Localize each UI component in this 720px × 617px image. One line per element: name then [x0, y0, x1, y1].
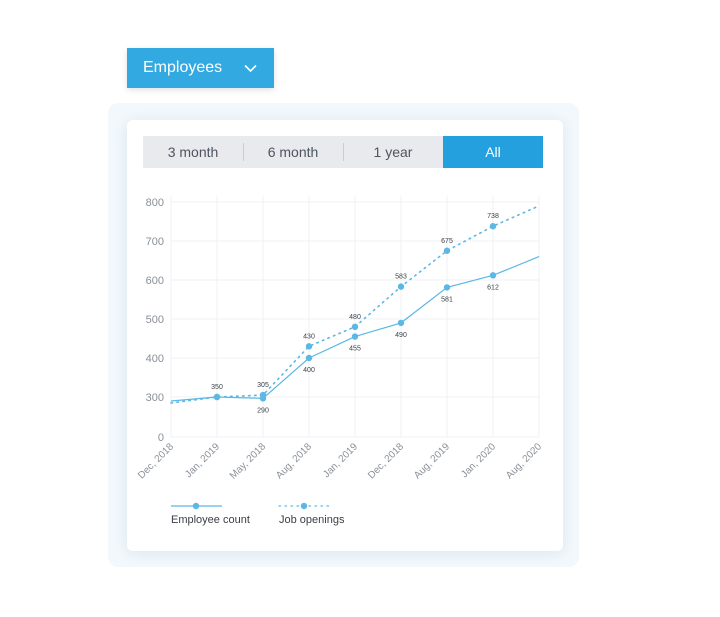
tab-all[interactable]: All: [443, 136, 543, 168]
dropdown-label: Employees: [143, 59, 223, 76]
tab-label: All: [485, 144, 501, 160]
data-point: [259, 391, 267, 399]
time-range-tabs: 3 month 6 month 1 year All: [143, 136, 543, 168]
tab-1-year[interactable]: 1 year: [343, 136, 443, 168]
data-label: 738: [487, 213, 499, 220]
legend-label: Employee count: [171, 514, 250, 526]
y-tick-label: 400: [146, 353, 164, 365]
chevron-down-icon: [244, 64, 257, 73]
data-label: 455: [349, 346, 361, 353]
y-tick-label: 300: [146, 392, 164, 404]
x-tick-label: Dec, 2018: [136, 441, 176, 481]
chart-card: [127, 120, 563, 551]
tab-label: 1 year: [373, 144, 413, 160]
y-tick-label: 500: [146, 314, 164, 326]
y-tick-label: 600: [146, 275, 164, 287]
data-point: [397, 319, 405, 327]
employees-dropdown[interactable]: Employees: [127, 48, 274, 88]
data-point: [351, 323, 359, 330]
data-point: [397, 283, 405, 290]
x-tick-label: Aug, 2019: [412, 441, 452, 481]
x-tick-label: Jan, 2020: [459, 441, 498, 480]
data-label: 305: [257, 382, 269, 389]
tab-3-month[interactable]: 3 month: [143, 136, 243, 168]
data-label: 350: [211, 384, 223, 391]
data-point: [305, 343, 313, 350]
data-label: 480: [349, 314, 361, 321]
data-label: 581: [441, 296, 453, 303]
x-tick-label: Jan, 2019: [183, 441, 222, 480]
data-label: 400: [303, 367, 315, 374]
data-label: 490: [395, 332, 407, 339]
data-point: [305, 354, 313, 362]
data-point: [351, 333, 359, 340]
y-tick-label: 0: [158, 432, 164, 444]
legend-label: Job openings: [279, 514, 345, 526]
tab-label: 3 month: [167, 144, 219, 160]
y-tick-label: 800: [146, 197, 164, 209]
data-point: [443, 284, 451, 291]
legend-swatch-dot: [300, 502, 308, 510]
x-tick-label: May, 2018: [228, 441, 269, 482]
x-tick-label: Aug, 2018: [274, 441, 314, 481]
data-point: [489, 272, 497, 279]
data-label: 583: [395, 274, 407, 281]
x-tick-label: Aug, 2020: [504, 441, 544, 481]
x-tick-label: Dec, 2018: [366, 441, 406, 481]
data-point: [213, 393, 221, 401]
y-tick-label: 700: [146, 236, 164, 248]
legend-swatch-dot: [192, 502, 200, 510]
data-point: [489, 222, 497, 230]
tab-label: 6 month: [267, 144, 319, 160]
data-point: [443, 247, 451, 254]
x-tick-label: Jan, 2019: [321, 441, 360, 480]
data-label: 430: [303, 333, 315, 340]
tab-6-month[interactable]: 6 month: [243, 136, 343, 168]
data-label: 612: [487, 284, 499, 291]
data-label: 290: [257, 407, 269, 414]
data-label: 675: [441, 238, 453, 245]
